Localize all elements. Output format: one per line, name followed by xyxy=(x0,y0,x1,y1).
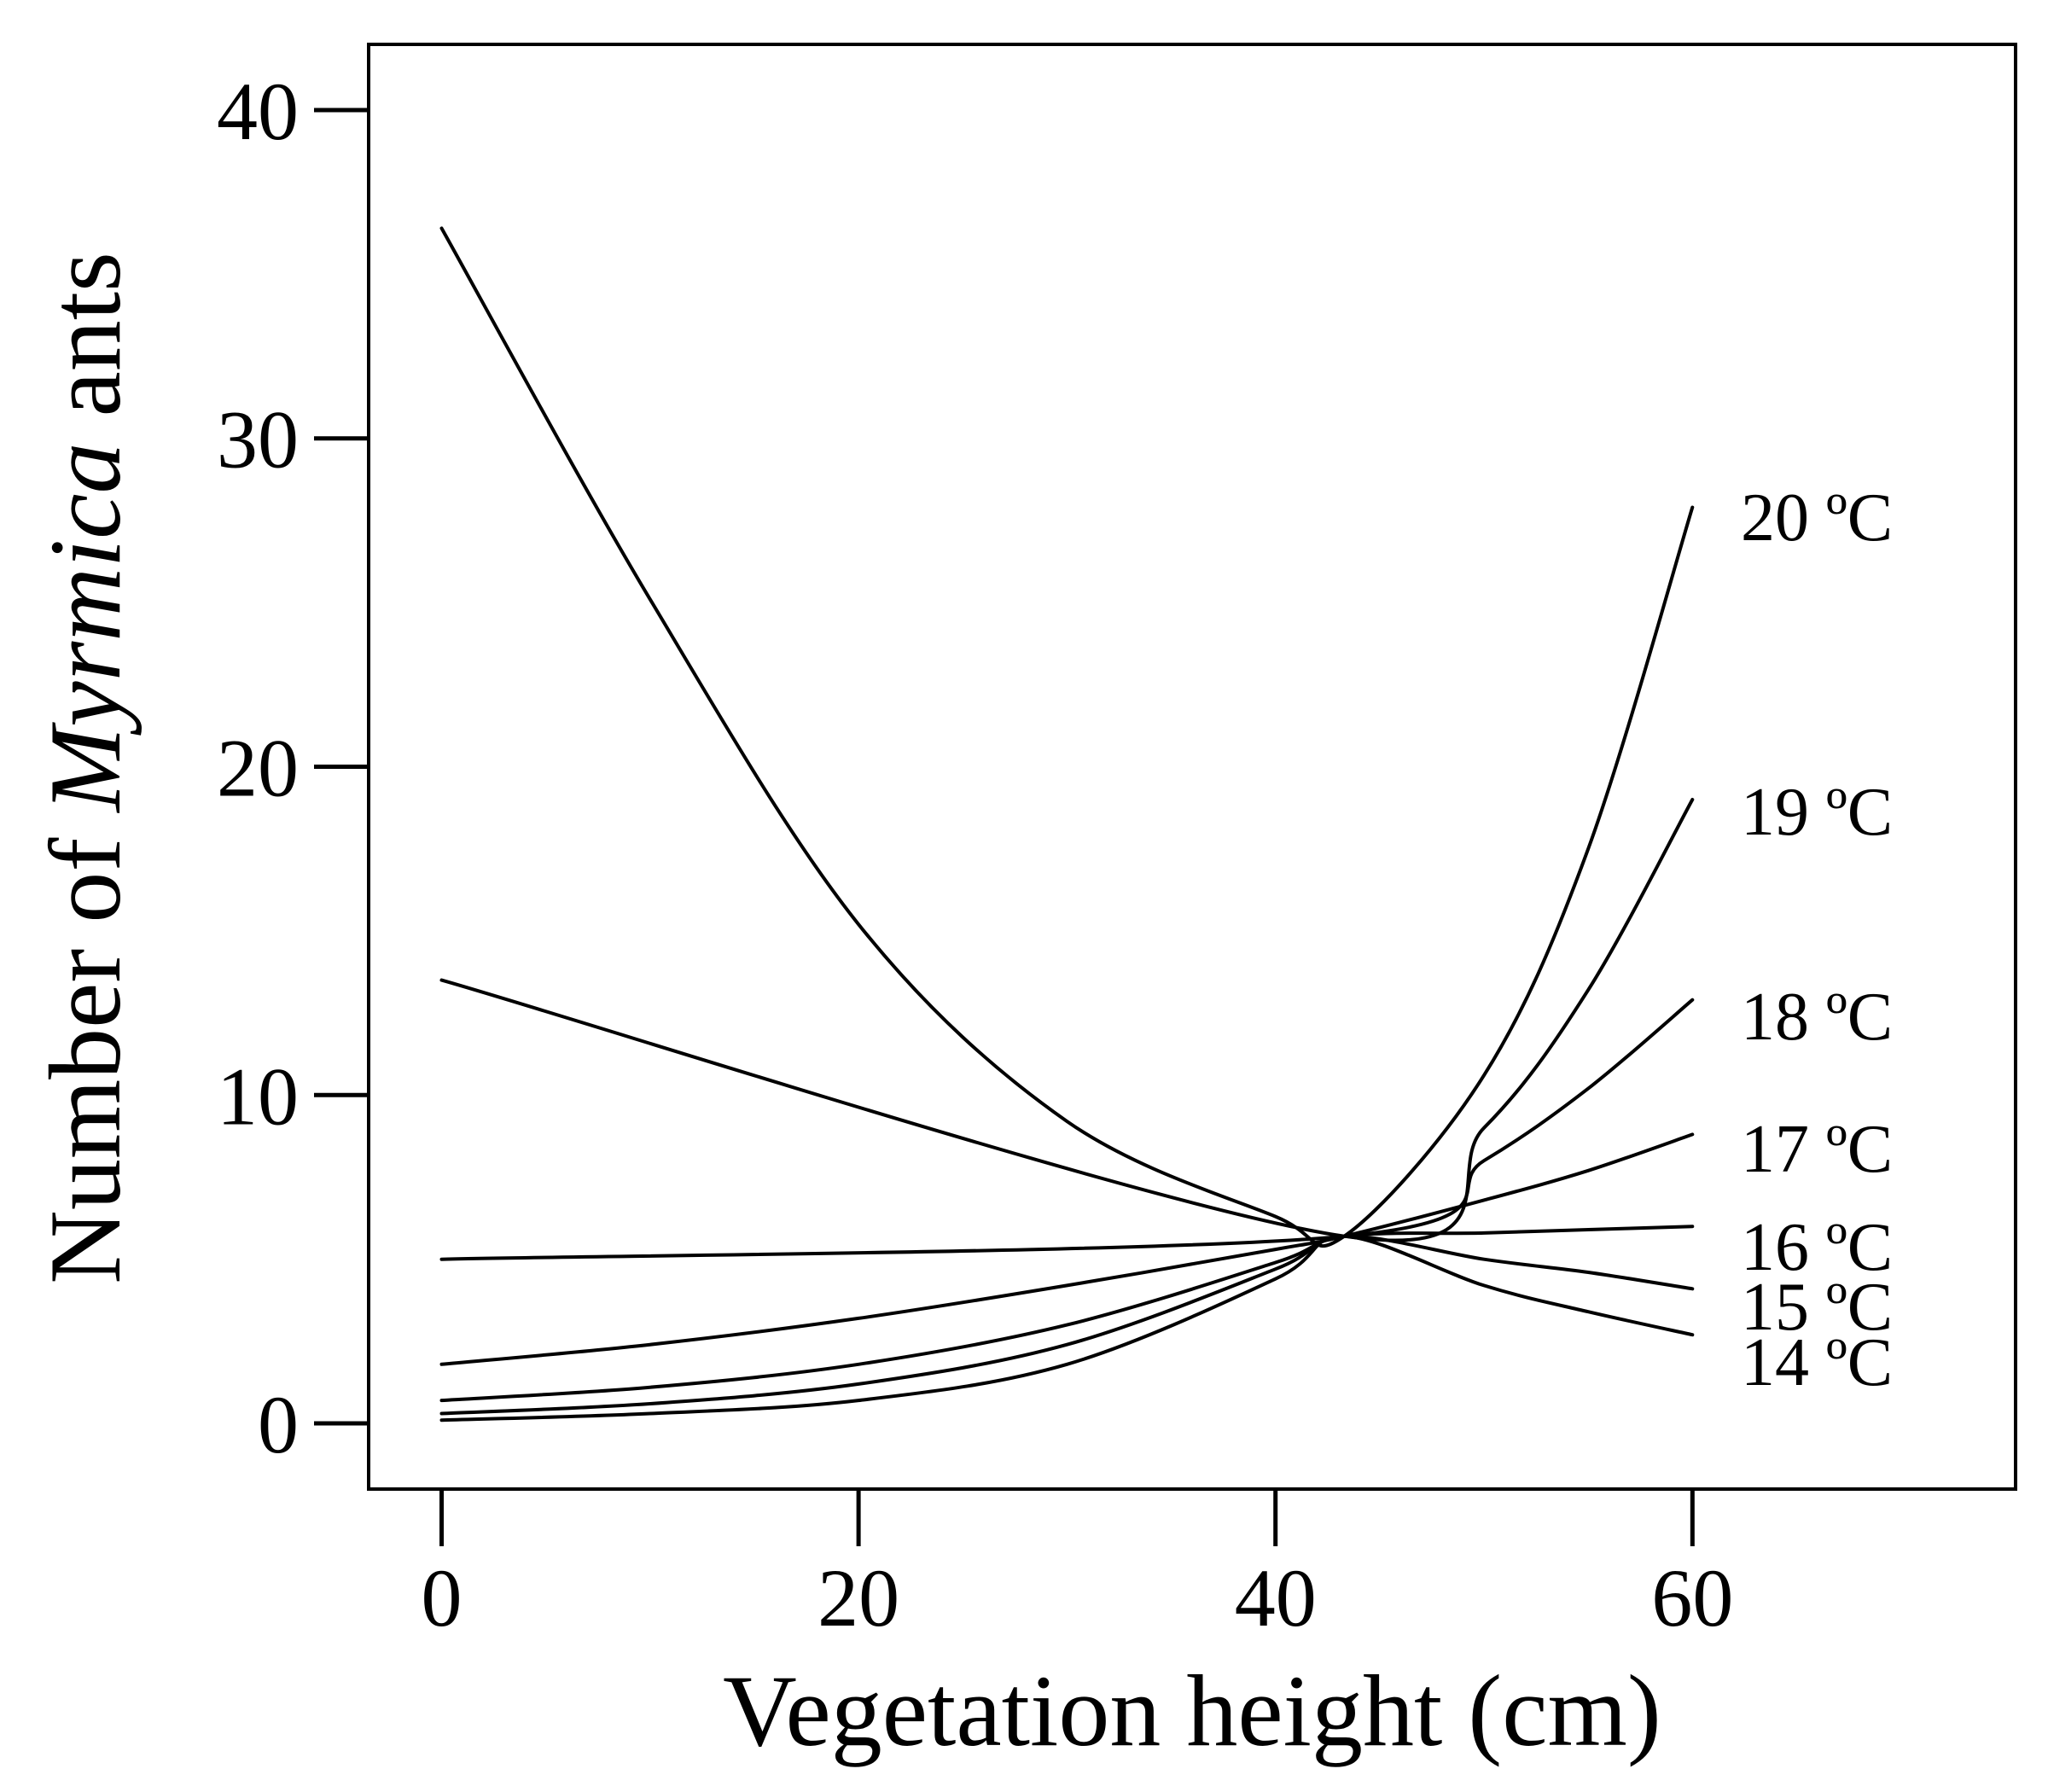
x-axis: 0 20 40 60 xyxy=(422,1489,1733,1644)
series-label: 19 ºC xyxy=(1741,775,1893,850)
series-line xyxy=(439,1234,1695,1416)
series-line xyxy=(439,1225,1695,1403)
series-label: 17 ºC xyxy=(1741,1112,1893,1187)
series-line xyxy=(439,1234,1695,1423)
x-tick-label: 40 xyxy=(1235,1552,1317,1644)
x-tick-label: 20 xyxy=(817,1552,899,1644)
y-tick-label: 10 xyxy=(217,1050,299,1142)
y-axis-title: Number of Myrmica ants xyxy=(28,252,142,1284)
curves xyxy=(439,226,1695,1423)
y-tick-label: 30 xyxy=(217,394,299,486)
series-label: 16 ºC xyxy=(1741,1210,1893,1285)
series-line xyxy=(439,1132,1695,1366)
series-line xyxy=(439,798,1695,1242)
y-axis-title-genus: Myrmica xyxy=(28,442,142,813)
x-tick-label: 60 xyxy=(1651,1552,1733,1644)
series-line xyxy=(439,998,1695,1261)
series-label: 18 ºC xyxy=(1741,980,1893,1055)
x-tick-label: 0 xyxy=(422,1552,463,1644)
y-tick-label: 40 xyxy=(217,66,299,157)
series-line xyxy=(439,226,1695,1248)
y-axis: 0 10 20 30 40 xyxy=(217,66,369,1470)
series-label: 20 ºC xyxy=(1741,480,1893,556)
y-axis-title-suffix: ants xyxy=(28,252,142,442)
x-axis-title: Vegetation height (cm) xyxy=(723,1654,1661,1767)
y-tick-label: 0 xyxy=(258,1379,299,1470)
y-tick-label: 20 xyxy=(217,723,299,814)
y-axis-title-prefix: Number of xyxy=(28,812,142,1284)
series-label: 14 ºC xyxy=(1741,1325,1893,1400)
series-label: 15 ºC xyxy=(1741,1270,1893,1345)
